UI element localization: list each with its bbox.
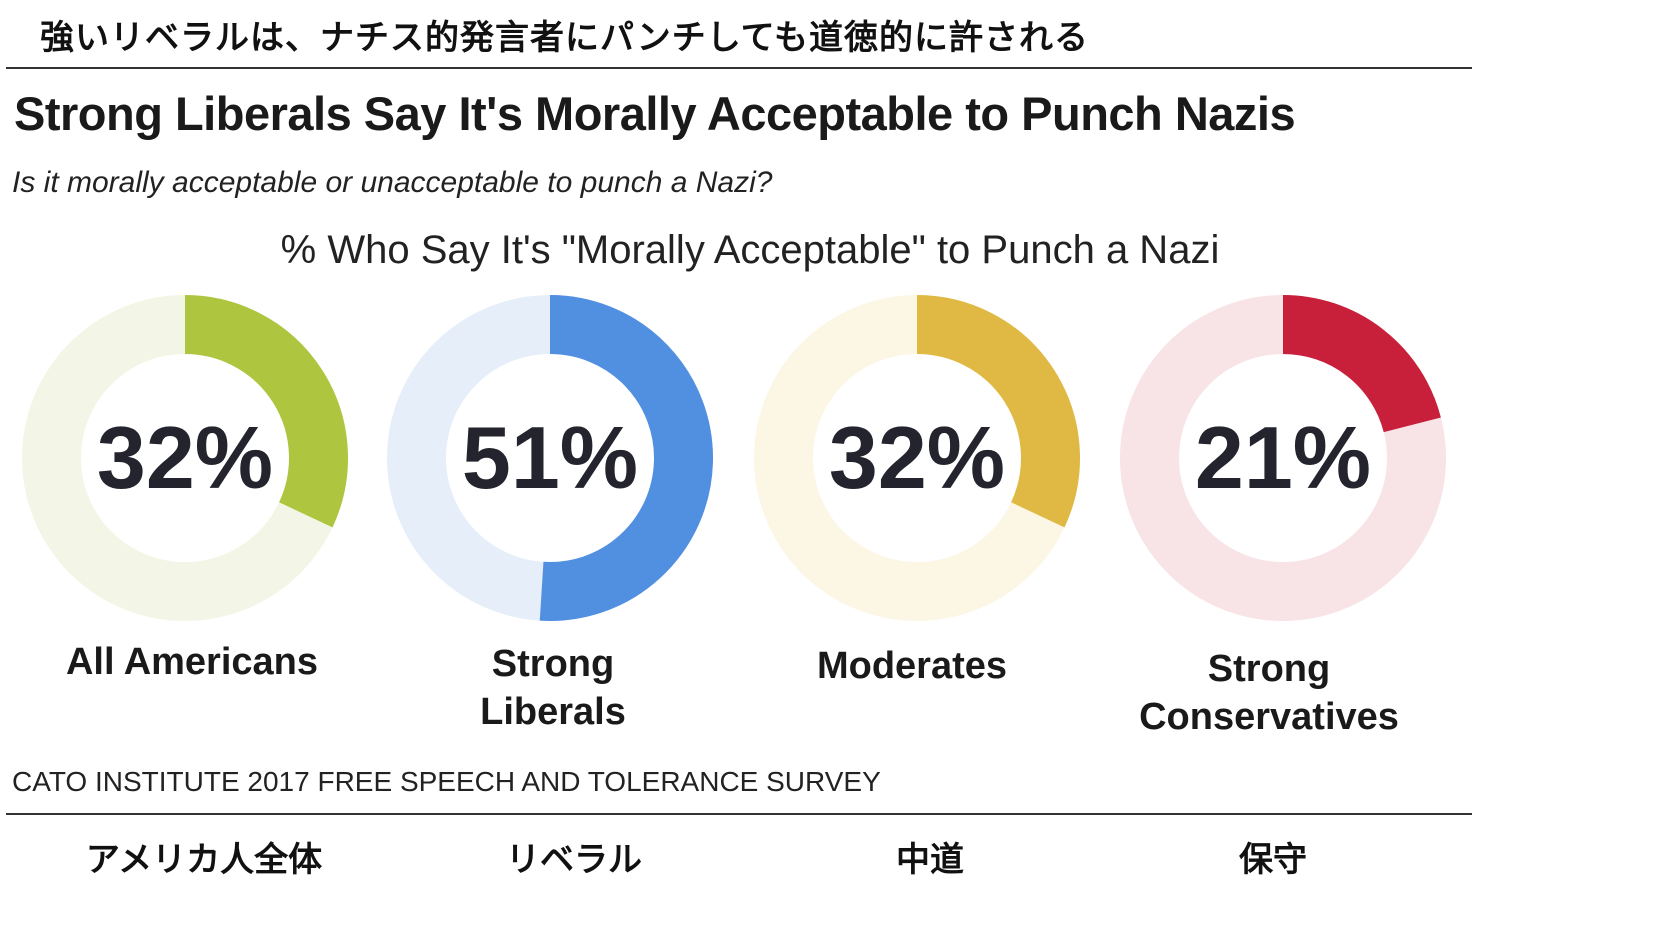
donut-value-arc xyxy=(1282,295,1441,433)
donut-value-label: 32% xyxy=(829,408,1005,507)
donut-value-label: 32% xyxy=(97,408,273,507)
donut-value-label: 21% xyxy=(1195,408,1371,507)
japanese-title: 強いリベラルは、ナチス的発言者にパンチしても道徳的に許される xyxy=(40,18,1089,58)
donut-value-arc xyxy=(184,295,348,528)
japanese-label-all-americans: アメリカ人全体 xyxy=(85,840,323,880)
donut-value-label: 51% xyxy=(462,408,638,507)
donut-charts: 32% 51% 32% 21% xyxy=(22,295,1446,621)
japanese-label-moderates: 中道 xyxy=(896,840,964,880)
category-label-strong-conservatives: Strong Conservatives xyxy=(1099,645,1439,741)
category-label-line: Strong xyxy=(491,643,615,685)
top-divider xyxy=(6,67,1472,69)
chart-heading: % Who Say It's "Morally Acceptable" to P… xyxy=(280,228,1220,272)
japanese-label-liberals: リベラル xyxy=(506,840,642,880)
category-label-line: Moderates xyxy=(816,645,1008,687)
category-label-line: Liberals xyxy=(480,691,626,733)
japanese-label-conservatives: 保守 xyxy=(1239,840,1307,880)
category-label-moderates: Moderates xyxy=(742,642,1082,690)
chart-subtitle: Is it morally acceptable or unacceptable… xyxy=(12,166,773,199)
donut-value-arc xyxy=(916,295,1080,528)
category-label-line: Conservatives xyxy=(1139,696,1399,738)
bottom-divider xyxy=(6,813,1472,815)
source-note: CATO INSTITUTE 2017 FREE SPEECH AND TOLE… xyxy=(12,766,881,797)
donut-value-arc xyxy=(539,295,713,621)
category-label-line: All Americans xyxy=(65,641,319,683)
donut-moderates: 32% xyxy=(754,295,1080,621)
donut-strong-liberals: 51% xyxy=(387,295,713,621)
category-label-line: Strong xyxy=(1207,648,1331,690)
donut-strong-conservatives: 21% xyxy=(1120,295,1446,621)
donut-all-americans: 32% xyxy=(22,295,348,621)
category-label-strong-liberals: Strong Liberals xyxy=(383,640,723,736)
category-label-all-americans: All Americans xyxy=(22,638,362,686)
chart-title: Strong Liberals Say It's Morally Accepta… xyxy=(14,87,1296,140)
